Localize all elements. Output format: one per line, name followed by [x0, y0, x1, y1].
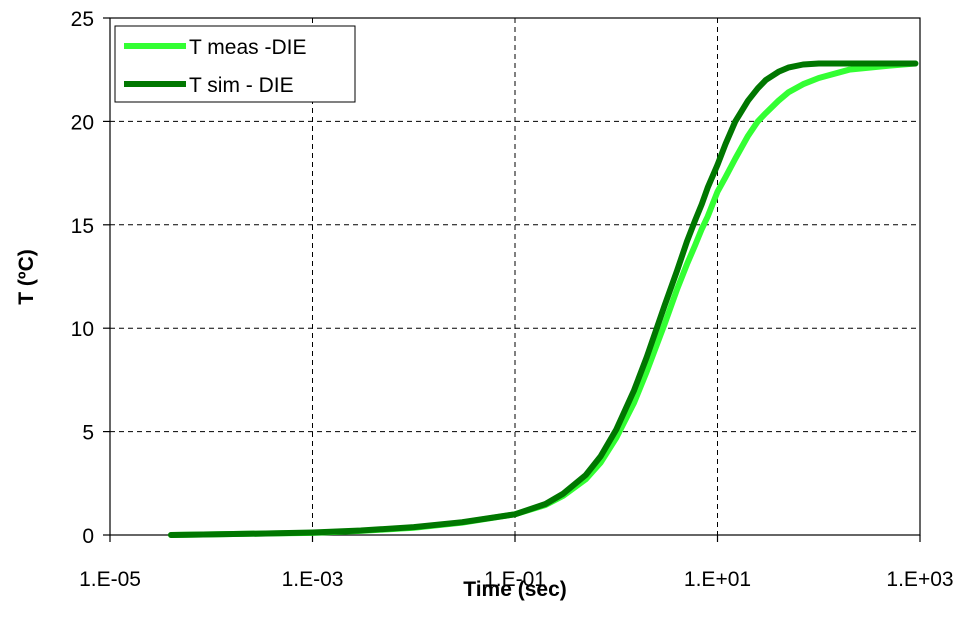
y-tick-label: 25 — [71, 8, 94, 31]
axis-ticks: 1.E-05 1.E-03 1.E-01 1.E+01 1.E+03 0 5 10 15 20 25 — [71, 8, 954, 591]
series-line-sim — [168, 60, 919, 538]
legend: T meas -DIE T sim - DIE — [114, 25, 356, 103]
y-tick-label: 10 — [71, 318, 94, 341]
x-tick-label: 1.E+01 — [684, 568, 751, 591]
plot-area — [109, 17, 921, 536]
y-tick-label: 0 — [82, 525, 94, 548]
y-axis-title: T (ºC) — [15, 249, 38, 304]
x-axis-title: Time (sec) — [463, 578, 567, 601]
x-tick-label: 1.E-03 — [282, 568, 344, 591]
y-tick-label: 15 — [71, 215, 94, 238]
x-tick-label: 1.E+03 — [886, 568, 953, 591]
grid-lines — [110, 18, 920, 535]
x-tick-label: 1.E-05 — [79, 568, 141, 591]
y-tick-label: 20 — [71, 111, 94, 134]
legend-box — [114, 25, 356, 103]
legend-label-meas: T meas -DIE — [189, 36, 306, 59]
series-lines — [168, 60, 919, 538]
legend-label-sim: T sim - DIE — [189, 74, 294, 97]
x-tick-label: 1.E-01 — [484, 568, 546, 591]
y-tick-label: 5 — [82, 422, 94, 445]
